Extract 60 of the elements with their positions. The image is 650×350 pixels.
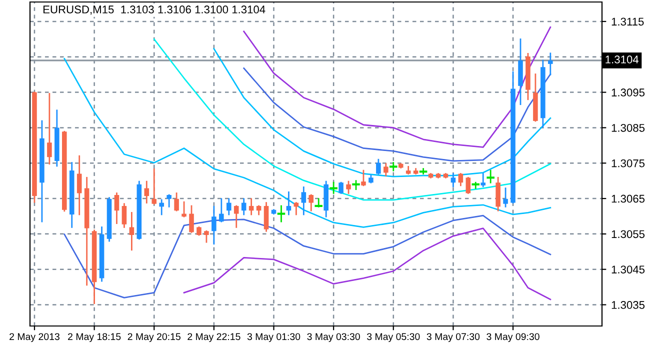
candlestick bbox=[114, 192, 120, 224]
candlestick bbox=[182, 201, 186, 218]
line-series bbox=[243, 68, 552, 162]
candlestick bbox=[204, 230, 209, 243]
candlestick bbox=[384, 163, 388, 176]
candlestick bbox=[376, 158, 381, 174]
x-tick-label: 3 May 03:30 bbox=[307, 333, 360, 342]
y-tick-label: 1.3035 bbox=[612, 301, 645, 309]
x-tick-label: 2 May 20:15 bbox=[128, 333, 180, 342]
x-tick-label: 3 May 07:30 bbox=[426, 333, 480, 342]
y-tick-label: 1.3075 bbox=[612, 159, 645, 168]
candlestick bbox=[219, 198, 224, 222]
x-tick-label: 2 May 22:15 bbox=[188, 333, 240, 342]
candlestick bbox=[144, 180, 150, 204]
candlestick bbox=[226, 198, 232, 216]
x-tick-label: 2 May 18:15 bbox=[68, 333, 121, 342]
x-tick-label: 3 May 01:30 bbox=[247, 333, 300, 342]
candlestick bbox=[548, 52, 553, 76]
y-tick-label: 1.3045 bbox=[612, 266, 645, 274]
candlestick bbox=[129, 212, 134, 251]
candlestick bbox=[122, 203, 127, 228]
line-series bbox=[183, 228, 552, 300]
y-tick-label: 1.3065 bbox=[612, 194, 645, 203]
candlestick bbox=[234, 205, 239, 228]
candlestick bbox=[346, 180, 351, 194]
candlestick bbox=[212, 206, 216, 245]
candlestick bbox=[248, 198, 254, 216]
line-series bbox=[153, 38, 552, 201]
candlestick bbox=[503, 188, 508, 208]
candlestick bbox=[450, 173, 456, 188]
y-tick-label: 1.3115 bbox=[612, 18, 644, 26]
candlestick bbox=[264, 202, 269, 232]
candlestick bbox=[286, 191, 292, 216]
line-series bbox=[243, 26, 552, 148]
x-tick-label: 2 May 2013 bbox=[10, 333, 60, 342]
candlestick bbox=[338, 182, 344, 194]
candlestick bbox=[152, 168, 157, 205]
candlestick bbox=[466, 176, 471, 194]
y-tick-label: 1.3055 bbox=[612, 230, 645, 238]
line-series bbox=[213, 48, 552, 178]
x-tick-label: 3 May 05:30 bbox=[367, 333, 420, 342]
candlestick bbox=[174, 192, 179, 212]
candlestick bbox=[166, 194, 172, 208]
x-tick-label: 3 May 09:30 bbox=[486, 333, 540, 342]
y-tick-label: 1.3095 bbox=[612, 88, 645, 96]
line-series bbox=[64, 214, 552, 298]
y-tick-label: 1.3085 bbox=[612, 124, 645, 132]
candlestick bbox=[76, 155, 82, 216]
candlestick bbox=[301, 186, 306, 216]
line-series bbox=[64, 58, 552, 228]
ref-line-label: 1.3104 bbox=[606, 56, 639, 64]
candlestick bbox=[189, 205, 194, 233]
candlestick bbox=[361, 170, 366, 186]
candlestick bbox=[159, 199, 164, 216]
candlestick bbox=[241, 198, 246, 216]
candlestick bbox=[458, 173, 464, 186]
chart-title: EURUSD,M15 1.3103 1.3106 1.3100 1.3104 bbox=[43, 6, 266, 15]
candlestick bbox=[480, 173, 486, 188]
candlestick bbox=[47, 93, 52, 165]
candlestick bbox=[308, 194, 314, 212]
